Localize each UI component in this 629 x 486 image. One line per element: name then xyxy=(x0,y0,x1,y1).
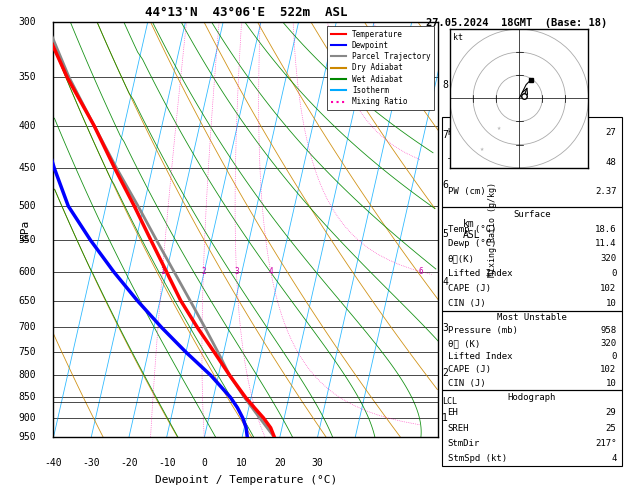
Text: Lifted Index: Lifted Index xyxy=(448,269,512,278)
Text: 5: 5 xyxy=(442,229,448,240)
Text: 4: 4 xyxy=(269,267,273,276)
Bar xyxy=(442,118,622,207)
Text: 320: 320 xyxy=(600,254,616,263)
Text: 27.05.2024  18GMT  (Base: 18): 27.05.2024 18GMT (Base: 18) xyxy=(426,18,608,28)
Bar xyxy=(442,390,622,467)
Text: Most Unstable: Most Unstable xyxy=(497,313,567,322)
Text: 25: 25 xyxy=(606,424,616,433)
Text: kt: kt xyxy=(453,34,463,42)
Text: 30: 30 xyxy=(311,458,323,468)
Text: ★: ★ xyxy=(480,146,484,152)
Text: km
ASL: km ASL xyxy=(463,219,481,241)
Text: 8: 8 xyxy=(442,80,448,89)
Text: Totals Totals: Totals Totals xyxy=(448,157,518,167)
Text: 1: 1 xyxy=(442,413,448,422)
Text: Pressure (mb): Pressure (mb) xyxy=(448,326,518,335)
Text: 0: 0 xyxy=(611,352,616,361)
Text: K: K xyxy=(448,128,453,137)
Legend: Temperature, Dewpoint, Parcel Trajectory, Dry Adiabat, Wet Adiabat, Isotherm, Mi: Temperature, Dewpoint, Parcel Trajectory… xyxy=(326,26,435,110)
Text: 958: 958 xyxy=(600,326,616,335)
Text: 0: 0 xyxy=(201,458,208,468)
Bar xyxy=(442,311,622,390)
Text: StmDir: StmDir xyxy=(448,439,480,448)
Text: Dewpoint / Temperature (°C): Dewpoint / Temperature (°C) xyxy=(155,475,337,485)
Text: 320: 320 xyxy=(600,339,616,348)
Text: 500: 500 xyxy=(18,201,36,211)
Bar xyxy=(442,207,622,311)
Text: SREH: SREH xyxy=(448,424,469,433)
Text: -10: -10 xyxy=(158,458,175,468)
Text: 3: 3 xyxy=(234,267,239,276)
Text: ★: ★ xyxy=(496,125,501,131)
Text: 1: 1 xyxy=(160,267,165,276)
Text: CIN (J): CIN (J) xyxy=(448,299,485,308)
Text: Hodograph: Hodograph xyxy=(508,393,556,402)
Text: CIN (J): CIN (J) xyxy=(448,379,485,387)
Text: 102: 102 xyxy=(600,284,616,293)
Text: 550: 550 xyxy=(18,235,36,245)
Text: Dewp (°C): Dewp (°C) xyxy=(448,240,496,248)
Text: hPa: hPa xyxy=(19,220,30,240)
Text: 800: 800 xyxy=(18,370,36,381)
Text: 11.4: 11.4 xyxy=(595,240,616,248)
Text: EH: EH xyxy=(448,408,459,417)
Text: 10: 10 xyxy=(606,299,616,308)
Text: 350: 350 xyxy=(18,72,36,83)
Text: 4: 4 xyxy=(611,454,616,463)
Text: 950: 950 xyxy=(18,433,36,442)
Text: 2: 2 xyxy=(442,368,448,378)
Text: 450: 450 xyxy=(18,163,36,173)
Text: -30: -30 xyxy=(82,458,100,468)
Text: 217°: 217° xyxy=(595,439,616,448)
Text: 600: 600 xyxy=(18,267,36,277)
Text: 18.6: 18.6 xyxy=(595,225,616,234)
Text: 2: 2 xyxy=(201,267,206,276)
Text: Lifted Index: Lifted Index xyxy=(448,352,512,361)
Text: 4: 4 xyxy=(442,277,448,287)
Text: 7: 7 xyxy=(442,130,448,140)
Text: Mixing Ratio (g/kg): Mixing Ratio (g/kg) xyxy=(488,182,497,277)
Text: 6: 6 xyxy=(442,180,448,190)
Text: CAPE (J): CAPE (J) xyxy=(448,284,491,293)
Text: 48: 48 xyxy=(606,157,616,167)
Text: 900: 900 xyxy=(18,413,36,423)
Text: 6: 6 xyxy=(419,267,423,276)
Text: PW (cm): PW (cm) xyxy=(448,188,485,196)
Text: 10: 10 xyxy=(236,458,248,468)
Text: θᴇ(K): θᴇ(K) xyxy=(448,254,474,263)
Text: 27: 27 xyxy=(606,128,616,137)
Text: -40: -40 xyxy=(45,458,62,468)
Text: 750: 750 xyxy=(18,347,36,357)
Text: CAPE (J): CAPE (J) xyxy=(448,365,491,374)
Text: 102: 102 xyxy=(600,365,616,374)
Text: LCL: LCL xyxy=(442,397,457,406)
Text: 29: 29 xyxy=(606,408,616,417)
Text: θᴇ (K): θᴇ (K) xyxy=(448,339,480,348)
Text: 300: 300 xyxy=(18,17,36,27)
Text: 850: 850 xyxy=(18,392,36,402)
Text: 650: 650 xyxy=(18,295,36,306)
Title: 44°13'N  43°06'E  522m  ASL: 44°13'N 43°06'E 522m ASL xyxy=(145,6,347,19)
Text: 10: 10 xyxy=(606,379,616,387)
Text: 2.37: 2.37 xyxy=(595,188,616,196)
Text: 0: 0 xyxy=(611,269,616,278)
Text: 700: 700 xyxy=(18,322,36,332)
Text: 20: 20 xyxy=(274,458,286,468)
Text: -20: -20 xyxy=(120,458,138,468)
Text: Temp (°C): Temp (°C) xyxy=(448,225,496,234)
Text: Surface: Surface xyxy=(513,209,551,219)
Text: 3: 3 xyxy=(442,323,448,333)
Text: 400: 400 xyxy=(18,121,36,131)
Text: StmSpd (kt): StmSpd (kt) xyxy=(448,454,507,463)
